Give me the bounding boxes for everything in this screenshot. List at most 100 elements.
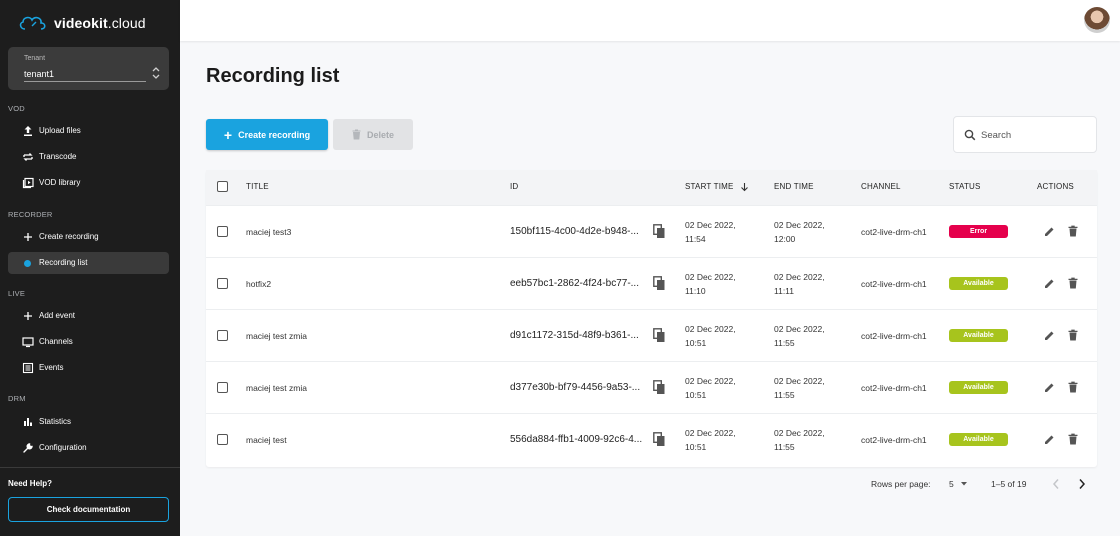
sidebar-item-channels[interactable]: Channels <box>8 331 169 353</box>
prev-page-icon[interactable] <box>1051 478 1061 490</box>
tenant-value: tenant1 <box>24 69 55 79</box>
table-row[interactable]: maciej test3 150bf115-4c00-4d2e-b948-... 0… <box>206 205 1097 257</box>
column-channel[interactable]: CHANNEL <box>861 182 901 191</box>
avatar[interactable] <box>1084 7 1110 33</box>
status-badge: Available <box>949 433 1008 446</box>
row-checkbox[interactable] <box>217 330 228 341</box>
tenant-underline <box>24 81 146 82</box>
column-actions: ACTIONS <box>1037 182 1074 191</box>
tenant-select[interactable]: Tenant tenant1 <box>8 47 169 90</box>
section-vod: VOD <box>8 104 25 113</box>
tv-icon <box>22 337 34 348</box>
recording-title: maciej test zmia <box>246 383 307 393</box>
column-status[interactable]: STATUS <box>949 182 981 191</box>
table-row[interactable]: maciej test zmia d91c1172-315d-48f9-b361-… <box>206 309 1097 361</box>
row-checkbox[interactable] <box>217 434 228 445</box>
search-box[interactable] <box>953 116 1097 153</box>
row-checkbox[interactable] <box>217 226 228 237</box>
edit-icon[interactable] <box>1044 278 1055 289</box>
trash-icon[interactable] <box>1068 277 1078 289</box>
copy-icon[interactable] <box>653 276 666 291</box>
recording-title: maciej test <box>246 435 287 445</box>
create-recording-label: Create recording <box>238 129 311 140</box>
start-time: 02 Dec 2022, 11:10 <box>685 272 736 296</box>
create-recording-button[interactable]: + Create recording <box>206 119 328 150</box>
sidebar-item-statistics[interactable]: Statistics <box>8 411 169 433</box>
copy-icon[interactable] <box>653 432 666 447</box>
edit-icon[interactable] <box>1044 382 1055 393</box>
recording-id: 150bf115-4c00-4d2e-b948-... <box>510 226 639 237</box>
channel-name: cot2-live-drm-ch1 <box>861 227 927 237</box>
channel-name: cot2-live-drm-ch1 <box>861 435 927 445</box>
search-icon <box>964 129 976 141</box>
check-documentation-button[interactable]: Check documentation <box>8 497 169 522</box>
sidebar-item-add-event[interactable]: Add event <box>8 305 169 327</box>
column-title[interactable]: TITLE <box>246 182 269 191</box>
trash-icon[interactable] <box>1068 433 1078 445</box>
start-time: 02 Dec 2022, 11:54 <box>685 220 736 244</box>
sidebar-item-vod-library[interactable]: VOD library <box>8 172 169 194</box>
row-checkbox[interactable] <box>217 278 228 289</box>
delete-label: Delete <box>366 129 394 140</box>
status-badge: Available <box>949 329 1008 342</box>
sidebar-divider <box>0 467 180 468</box>
copy-icon[interactable] <box>653 380 666 395</box>
end-time: 02 Dec 2022, 11:55 <box>774 324 825 348</box>
unfold-icon <box>152 67 160 79</box>
search-input[interactable] <box>981 126 1089 144</box>
plus-icon: + <box>223 126 233 143</box>
edit-icon[interactable] <box>1044 330 1055 341</box>
rows-per-page-value: 5 <box>949 479 954 489</box>
table-header: TITLE ID START TIME END TIME CHANNEL STA… <box>206 170 1097 205</box>
row-checkbox[interactable] <box>217 382 228 393</box>
end-time: 02 Dec 2022, 11:55 <box>774 376 825 400</box>
copy-icon[interactable] <box>653 328 666 343</box>
sidebar-item-transcode[interactable]: Transcode <box>8 146 169 168</box>
list-icon <box>22 362 34 374</box>
edit-icon[interactable] <box>1044 434 1055 445</box>
video-library-icon <box>22 177 34 189</box>
upload-icon <box>24 126 32 136</box>
sidebar-item-recording-list[interactable]: Recording list <box>8 252 169 274</box>
column-start-time[interactable]: START TIME <box>685 182 734 191</box>
channel-name: cot2-live-drm-ch1 <box>861 383 927 393</box>
start-time: 02 Dec 2022, 10:51 <box>685 376 736 400</box>
help-title: Need Help? <box>8 479 53 488</box>
sidebar-item-label: Add event <box>39 311 76 320</box>
table-row[interactable]: maciej test 556da884-ffb1-4009-92c6-4... 0… <box>206 413 1097 465</box>
select-all-checkbox[interactable] <box>217 181 228 192</box>
wrench-icon <box>23 443 33 453</box>
sidebar-item-upload-files[interactable]: Upload files <box>8 120 169 142</box>
channel-name: cot2-live-drm-ch1 <box>861 331 927 341</box>
column-id[interactable]: ID <box>510 182 519 191</box>
rows-per-page-select[interactable]: 5 <box>949 479 968 489</box>
delete-button[interactable]: Delete <box>333 119 413 150</box>
plus-icon <box>24 312 32 320</box>
status-badge: Available <box>949 277 1008 290</box>
sort-arrow-down-icon[interactable] <box>740 182 749 192</box>
trash-icon[interactable] <box>1068 381 1078 393</box>
trash-icon[interactable] <box>1068 329 1078 341</box>
table-row[interactable]: hotfix2 eeb57bc1-2862-4f24-bc77-... 02 Dec… <box>206 257 1097 309</box>
copy-icon[interactable] <box>653 224 666 239</box>
sidebar-item-label: Events <box>39 363 64 372</box>
recording-id: d91c1172-315d-48f9-b361-... <box>510 330 639 341</box>
recording-id: eeb57bc1-2862-4f24-bc77-... <box>510 278 639 289</box>
trash-icon[interactable] <box>1068 225 1078 237</box>
next-page-icon[interactable] <box>1077 478 1087 490</box>
column-end-time[interactable]: END TIME <box>774 182 814 191</box>
status-badge: Available <box>949 381 1008 394</box>
recording-title: maciej test3 <box>246 227 292 237</box>
top-bar <box>180 0 1120 41</box>
sidebar-item-label: Transcode <box>39 152 77 161</box>
table-row[interactable]: maciej test zmia d377e30b-bf79-4456-9a53-… <box>206 361 1097 413</box>
sidebar-item-configuration[interactable]: Configuration <box>8 437 169 459</box>
channel-name: cot2-live-drm-ch1 <box>861 279 927 289</box>
sidebar-item-create-recording[interactable]: Create recording <box>8 226 169 248</box>
brand-logo[interactable]: videokit.cloud <box>18 12 146 34</box>
sidebar-item-label: Configuration <box>39 443 87 452</box>
edit-icon[interactable] <box>1044 226 1055 237</box>
sidebar-item-events[interactable]: Events <box>8 357 169 379</box>
section-recorder: RECORDER <box>8 210 53 219</box>
recording-id: 556da884-ffb1-4009-92c6-4... <box>510 434 643 445</box>
